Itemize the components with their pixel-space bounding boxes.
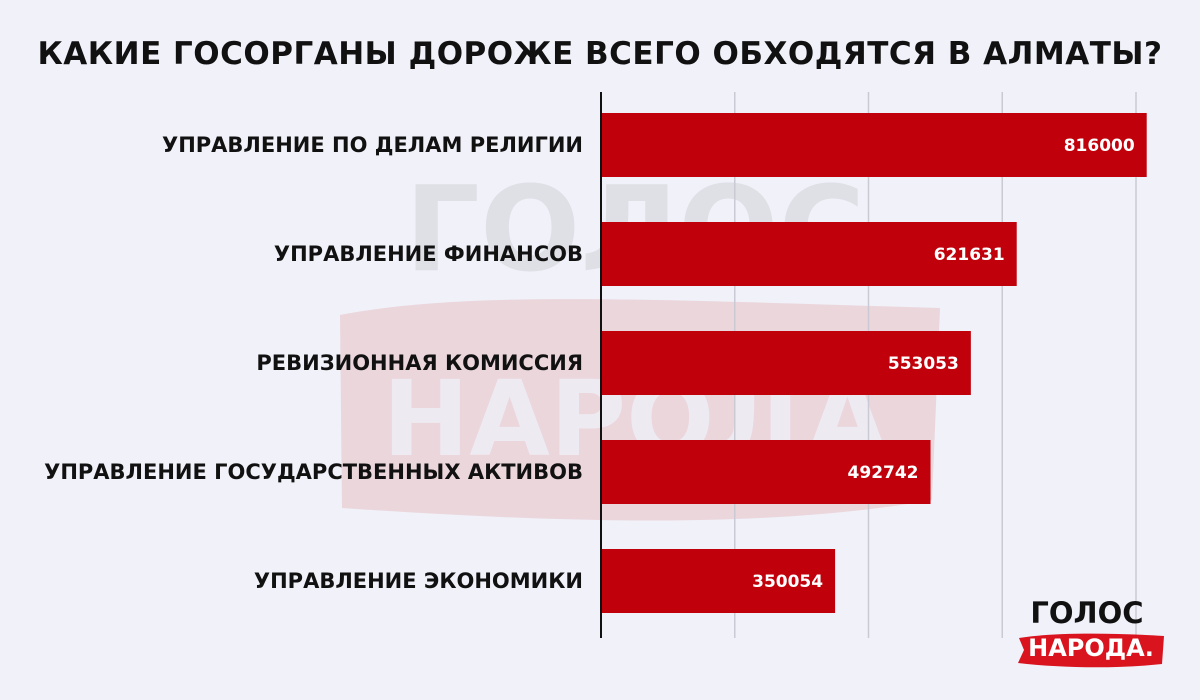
bar-value-label: 553053 <box>888 354 959 374</box>
bars: 816000 621631 553053 492742 350054 <box>601 113 1147 613</box>
chart-title: КАКИЕ ГОСОРГАНЫ ДОРОЖЕ ВСЕГО ОБХОДЯТСЯ В… <box>37 36 1163 72</box>
logo-brush-shape <box>1018 633 1164 668</box>
bar-value-label: 492742 <box>848 463 919 483</box>
bar <box>601 222 1017 286</box>
bar <box>601 331 971 395</box>
bar <box>601 113 1147 177</box>
bar <box>601 549 836 613</box>
bar-value-label: 816000 <box>1064 136 1135 156</box>
logo-brush-stroke: НАРОДА. <box>1016 630 1166 670</box>
category-label: УПРАВЛЕНИЕ ГОСУДАРСТВЕННЫХ АКТИВОВ <box>44 460 583 484</box>
bar <box>601 440 931 504</box>
brand-logo: ГОЛОС НАРОДА. <box>1012 596 1172 680</box>
bar-value-label: 350054 <box>752 572 823 592</box>
logo-line2: НАРОДА. <box>1028 634 1154 662</box>
logo-line1: ГОЛОС <box>1030 596 1144 630</box>
category-label: УПРАВЛЕНИЕ ФИНАНСОВ <box>274 242 583 266</box>
category-label: УПРАВЛЕНИЕ ЭКОНОМИКИ <box>254 569 583 593</box>
bar-value-label: 621631 <box>934 245 1005 265</box>
category-label: РЕВИЗИОННАЯ КОМИССИЯ <box>256 351 583 375</box>
category-labels: УПРАВЛЕНИЕ ПО ДЕЛАМ РЕЛИГИИ УПРАВЛЕНИЕ ФИ… <box>44 133 583 593</box>
category-label: УПРАВЛЕНИЕ ПО ДЕЛАМ РЕЛИГИИ <box>162 133 583 157</box>
